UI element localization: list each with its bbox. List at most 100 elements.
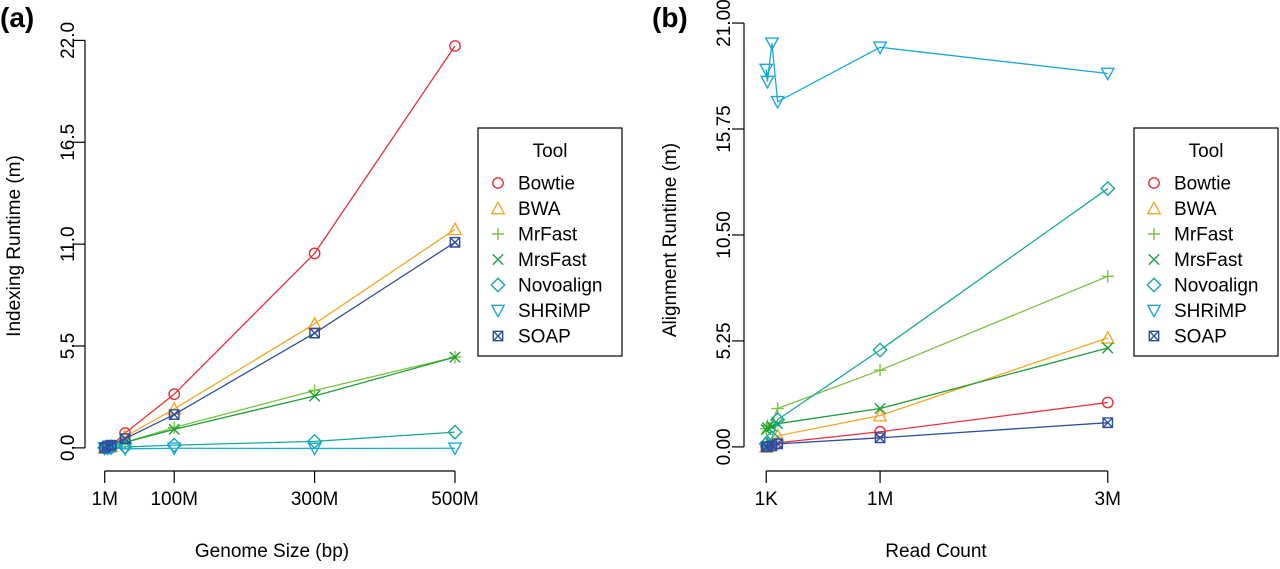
y-tick-label: 21.00: [714, 0, 735, 47]
data-point: [308, 384, 321, 397]
y-tick-label: 0.00: [714, 428, 735, 465]
legend-item-label: Bowtie: [518, 174, 575, 195]
legend-item-label: MrsFast: [1174, 250, 1243, 271]
data-point: [1101, 270, 1114, 283]
legend: [477, 127, 623, 357]
legend-marker: [492, 330, 504, 342]
legend-marker: [490, 304, 506, 319]
legend-item-label: BWA: [518, 199, 561, 220]
x-tick-label: 500M: [431, 489, 479, 510]
series-mrfast: [760, 270, 1114, 435]
series-line: [765, 275, 1109, 429]
data-point: [772, 438, 784, 450]
data-point: [308, 247, 321, 260]
x-tick-label: 300M: [291, 489, 339, 510]
data-point: [761, 422, 774, 434]
panel-label: (a): [0, 2, 34, 33]
series-line: [104, 356, 456, 449]
y-tick-label: 11.0: [58, 226, 79, 262]
data-point: [168, 409, 180, 420]
data-point: [872, 342, 888, 358]
data-point: [771, 417, 784, 430]
legend-item-label: Novoalign: [1174, 276, 1259, 297]
data-point: [874, 432, 886, 444]
data-point: [166, 442, 182, 456]
series-line: [104, 447, 455, 450]
x-axis-label: Genome Size (bp): [195, 541, 349, 562]
series-line: [765, 347, 1108, 431]
legend-marker: [490, 277, 506, 293]
legend-marker: [490, 200, 506, 215]
data-point: [1100, 67, 1116, 82]
data-point: [1102, 342, 1114, 354]
x-tick-label: 1K: [755, 489, 779, 510]
series-mrfast: [98, 350, 462, 455]
data-point: [308, 390, 321, 402]
data-point: [769, 411, 786, 428]
data-point: [872, 41, 888, 55]
data-point: [307, 442, 322, 457]
legend-box: [1133, 127, 1279, 357]
x-tick-label: 1M: [92, 489, 118, 510]
legend-marker: [1146, 200, 1162, 215]
legend-item-label: MrFast: [1174, 225, 1234, 246]
series-shrimp: [758, 37, 1116, 110]
legend-marker: [1146, 304, 1162, 319]
series-soap: [99, 236, 461, 454]
data-point: [119, 436, 131, 449]
legend: [1133, 127, 1279, 357]
series-bowtie: [760, 396, 1114, 453]
x-tick-label: 3M: [1095, 489, 1121, 510]
series-line: [766, 401, 1108, 448]
data-point: [168, 423, 180, 436]
legend-item-label: Bowtie: [1174, 174, 1231, 195]
data-point: [168, 388, 181, 401]
legend-marker: [1147, 227, 1161, 241]
data-point: [873, 363, 887, 377]
y-tick-label: 5.25: [714, 322, 735, 359]
data-point: [449, 236, 461, 248]
series-mrsfast: [99, 351, 461, 454]
legend-marker: [491, 227, 505, 241]
legend-item-label: Novoalign: [518, 276, 603, 297]
series-line: [765, 188, 1109, 445]
data-point: [764, 37, 780, 51]
legend-marker: [1146, 277, 1162, 293]
legend-marker: [492, 253, 504, 266]
axes: [73, 39, 456, 483]
series-novoalign: [97, 424, 463, 456]
data-point: [168, 421, 181, 434]
data-point: [1102, 417, 1114, 429]
legend-title: Tool: [1189, 141, 1224, 162]
data-point: [874, 402, 886, 415]
series-novoalign: [758, 180, 1116, 452]
legend-item-label: MrFast: [518, 225, 578, 246]
data-point: [760, 75, 775, 90]
data-point: [119, 433, 131, 445]
series-line: [765, 43, 1108, 103]
legend-marker: [1148, 253, 1160, 266]
y-tick-label: 22.0: [58, 22, 79, 59]
series-mrsfast: [760, 342, 1114, 436]
series-soap: [760, 417, 1114, 453]
x-tick-label: 1M: [867, 489, 893, 510]
y-tick-label: 0.0: [58, 435, 79, 461]
legend-title: Tool: [533, 141, 568, 162]
y-axis-label: Indexing Runtime (m): [4, 155, 25, 337]
y-axis-label: Alignment Runtime (m): [660, 143, 681, 337]
data-point: [758, 63, 774, 78]
data-point: [447, 442, 463, 456]
data-point: [872, 407, 888, 422]
data-point: [309, 327, 320, 339]
data-point: [1100, 330, 1116, 344]
series-shrimp: [97, 441, 463, 457]
legend-item-label: SOAP: [518, 327, 571, 348]
legend-item-label: BWA: [1174, 199, 1217, 220]
data-point: [770, 95, 786, 110]
x-axis-label: Read Count: [885, 541, 987, 562]
legend-marker: [1148, 330, 1160, 342]
data-point: [1100, 180, 1116, 197]
series-line: [766, 422, 1108, 448]
